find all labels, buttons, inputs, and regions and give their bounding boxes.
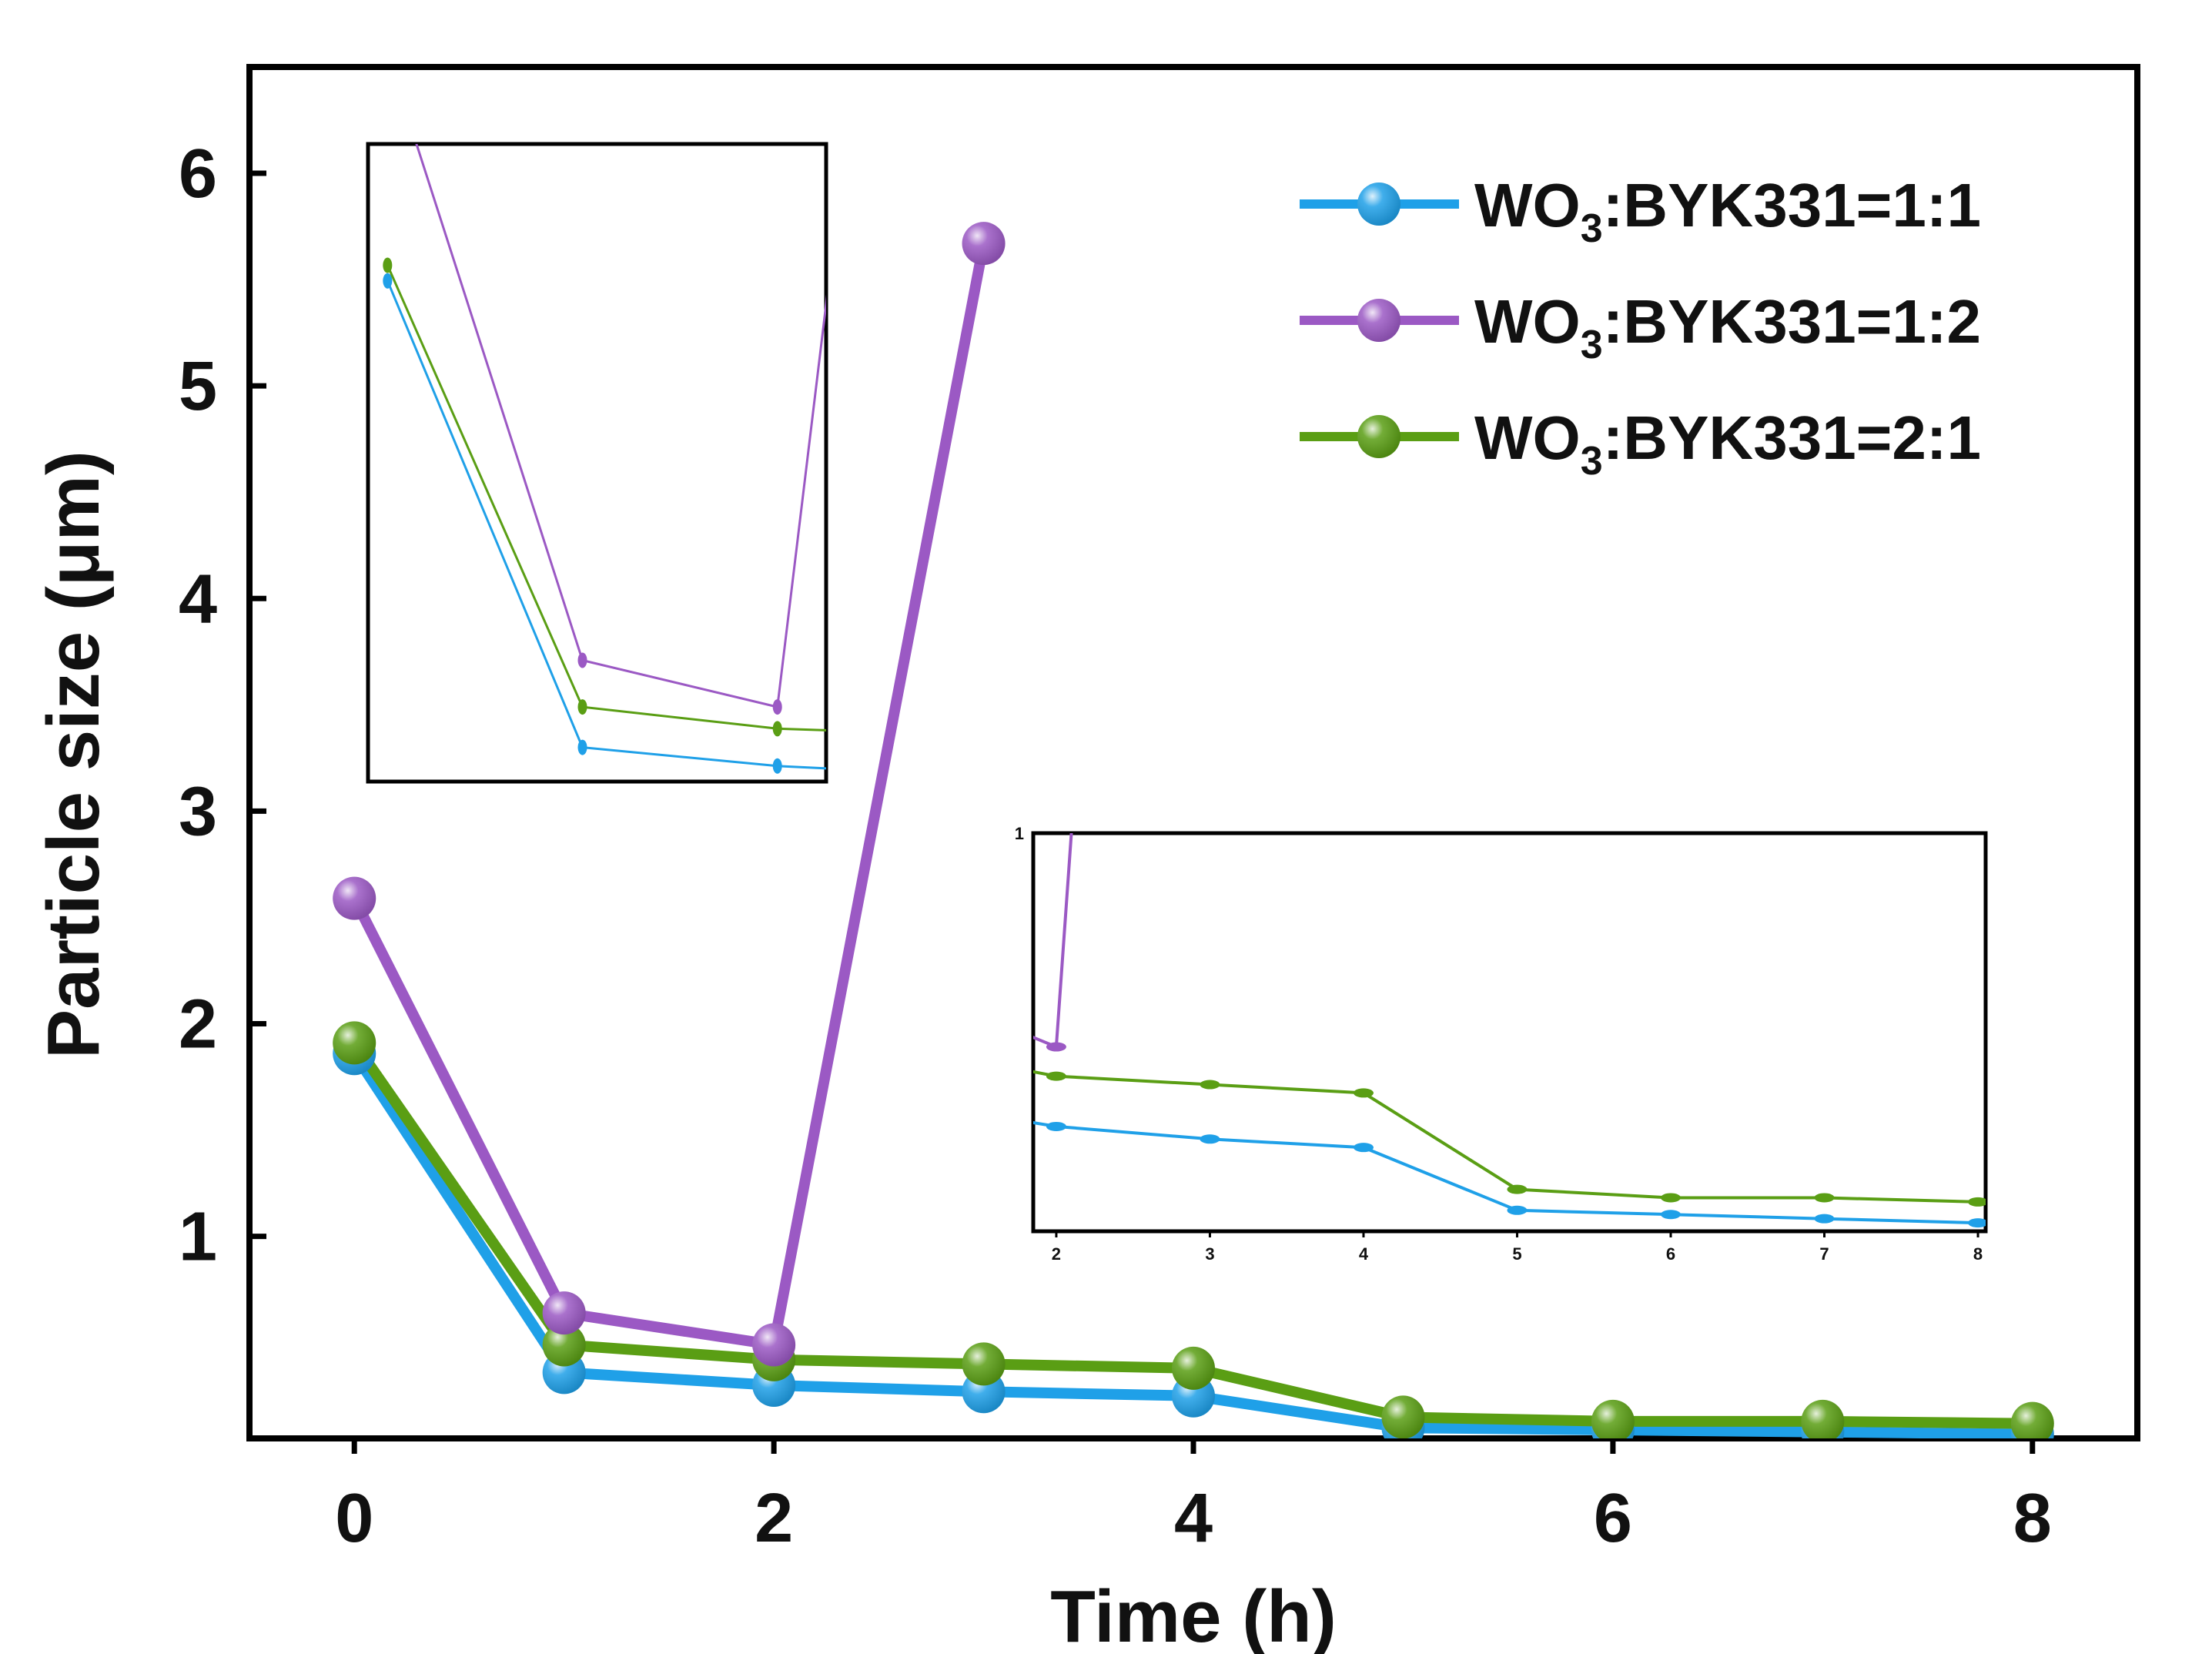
inset-data-point — [577, 739, 587, 755]
data-point-gloss — [1591, 1399, 1635, 1438]
inset-frame-left — [366, 142, 828, 784]
inset-right — [1033, 833, 1986, 1228]
inset-data-point — [1507, 1184, 1528, 1194]
inset-series-line — [415, 144, 826, 708]
inset-data-point — [1552, 811, 1561, 826]
x-tick-label: 4 — [1174, 1480, 1213, 1557]
inset-data-point — [1943, 815, 1952, 830]
legend-label: WO3:BYK331=2:1 — [1474, 403, 1981, 484]
inset-data-point — [1046, 1042, 1066, 1052]
inset-data-point — [1163, 733, 1172, 748]
legend-marker-gloss — [1357, 299, 1400, 342]
inset-frame-right — [1031, 831, 1988, 1234]
x-tick-label: 6 — [1594, 1480, 1632, 1557]
y-axis: 1 2 3 4 5 6 — [179, 136, 266, 1276]
inset-x-tick-label: 5 — [1512, 1244, 1521, 1264]
y-tick-label: 6 — [179, 136, 217, 213]
inset-right-axes: 2 3 4 5 6 7 8 1 — [1015, 824, 1983, 1264]
inset-data-point — [968, 727, 977, 742]
inset-x-tick-label: 3 — [1205, 1244, 1214, 1264]
legend-marker-gloss — [1357, 415, 1400, 458]
x-tick-label: 2 — [755, 1480, 793, 1557]
inset-data-point — [1353, 1088, 1374, 1098]
legend-marker-gloss — [1357, 182, 1400, 226]
y-tick-label: 4 — [179, 561, 217, 638]
y-tick-label: 5 — [179, 348, 217, 425]
inset-data-point — [1163, 774, 1172, 789]
inset-x-tick-label: 4 — [1359, 1244, 1369, 1264]
x-axis: 0 2 4 6 8 — [335, 1438, 2052, 1557]
inset-series-line — [1033, 833, 1073, 1050]
data-point-gloss — [1381, 1395, 1425, 1438]
legend: WO3:BYK331=1:1 WO3:BYK331=1:2 WO3:BYK331=2… — [1300, 171, 1981, 484]
data-point-gloss — [333, 876, 376, 920]
inset-data-point — [772, 758, 782, 774]
inset-series-line — [386, 264, 826, 732]
y-axis-title: Particle size (μm) — [32, 450, 115, 1059]
inset-data-point — [772, 699, 782, 715]
data-point-gloss — [333, 1021, 376, 1065]
data-point-gloss — [2010, 1401, 2054, 1438]
inset-data-point — [968, 768, 977, 783]
data-point-gloss — [962, 222, 1006, 266]
inset-left — [383, 46, 1952, 830]
series-line — [349, 242, 989, 1351]
main-series — [333, 222, 2054, 1438]
inset-data-point — [1046, 1121, 1066, 1131]
inset-data-point — [1814, 1214, 1835, 1224]
x-tick-label: 8 — [2013, 1480, 2052, 1557]
inset-data-point — [383, 46, 392, 62]
data-point-gloss — [542, 1291, 586, 1335]
inset-data-point — [577, 652, 587, 668]
inset-y-tick-label: 1 — [1015, 824, 1024, 843]
inset-x-tick-label: 8 — [1973, 1244, 1983, 1264]
inset-data-point — [1200, 1080, 1220, 1090]
inset-data-point — [1046, 1071, 1066, 1081]
inset-data-point — [1660, 1193, 1681, 1203]
inset-series-line — [1033, 1120, 1979, 1225]
inset-x-tick-label: 2 — [1052, 1244, 1061, 1264]
inset-data-point — [1357, 805, 1367, 820]
inset-data-point — [1507, 1205, 1528, 1215]
data-point-gloss — [752, 1323, 796, 1367]
inset-data-point — [1200, 1134, 1220, 1144]
inset-series-line — [386, 280, 826, 770]
inset-data-point — [1660, 1210, 1681, 1220]
legend-label: WO3:BYK331=1:2 — [1474, 287, 1981, 367]
y-tick-label: 3 — [179, 773, 217, 850]
y-tick-label: 2 — [179, 986, 217, 1063]
inset-x-tick-label: 6 — [1666, 1244, 1675, 1264]
x-axis-title: Time (h) — [1050, 1575, 1337, 1654]
inset-data-point — [1968, 1197, 1986, 1207]
inset-data-point — [1814, 1193, 1835, 1203]
inset-data-point — [1353, 1143, 1374, 1153]
x-tick-label: 0 — [335, 1480, 373, 1557]
y-tick-label: 1 — [179, 1199, 217, 1276]
inset-data-point — [772, 721, 782, 737]
inset-data-point — [383, 273, 393, 289]
data-point-gloss — [542, 1323, 586, 1367]
inset-data-point — [383, 257, 393, 273]
legend-label: WO3:BYK331=1:1 — [1474, 171, 1981, 251]
inset-x-tick-label: 7 — [1819, 1244, 1829, 1264]
data-point-gloss — [962, 1342, 1006, 1386]
inset-data-point — [1968, 1218, 1986, 1228]
data-point-gloss — [1801, 1399, 1845, 1438]
inset-data-point — [577, 699, 587, 715]
inset-data-point — [1748, 811, 1757, 826]
data-point-gloss — [1172, 1346, 1215, 1390]
